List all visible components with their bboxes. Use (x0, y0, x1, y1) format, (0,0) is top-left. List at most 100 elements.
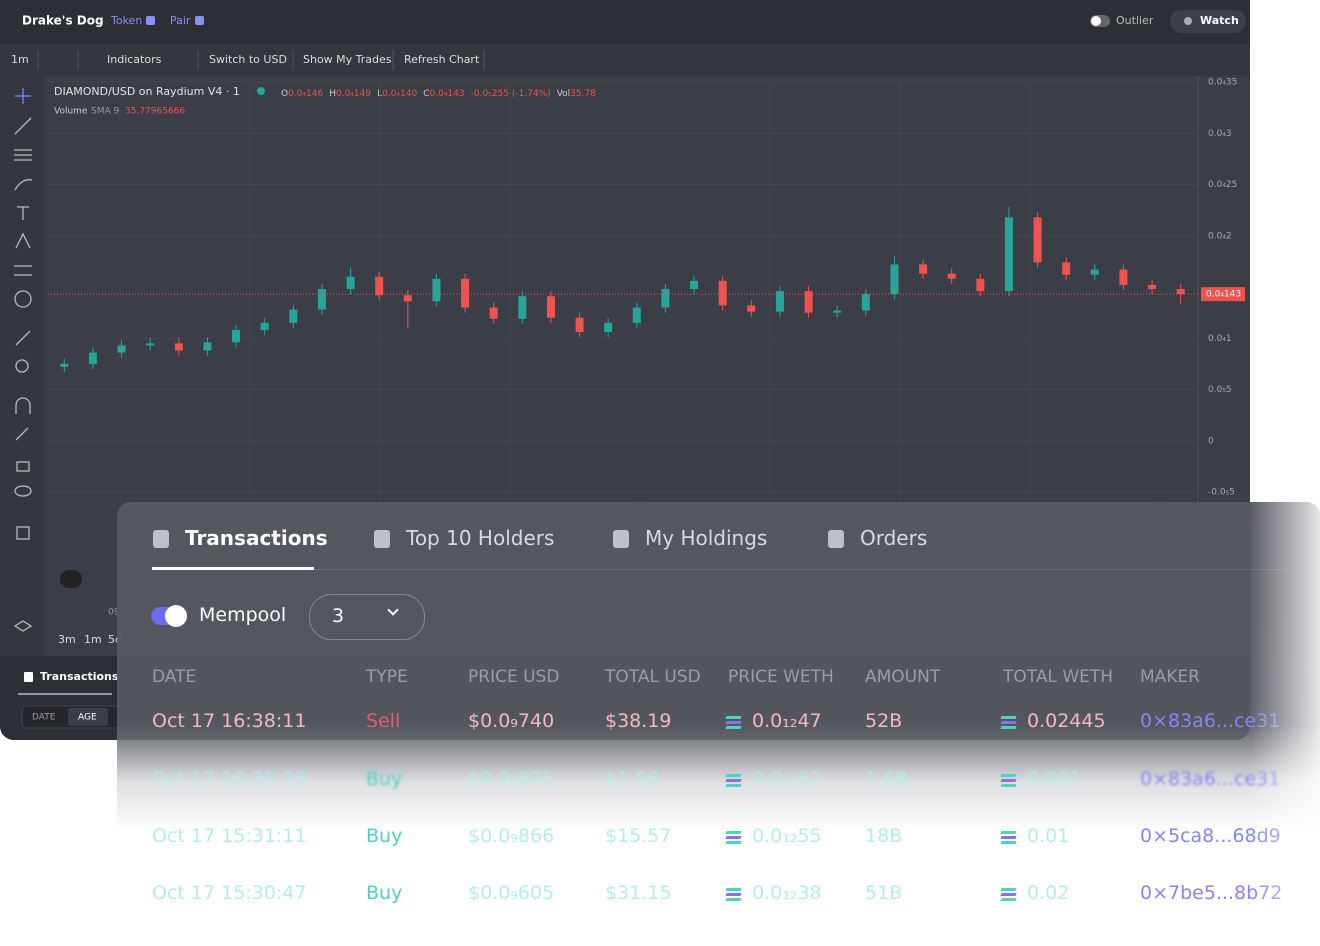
cell: Oct 17 15:30:47 (152, 882, 307, 904)
candle-body (1090, 269, 1099, 275)
range[interactable]: 3m (58, 633, 76, 646)
candle-body (861, 294, 870, 311)
pair-link[interactable]: Pair (170, 14, 191, 27)
mempool-select[interactable] (309, 594, 425, 640)
candle-body (661, 289, 670, 308)
tab-divider (152, 569, 1287, 570)
weth-icon (1000, 726, 1017, 729)
candle-body (1176, 289, 1185, 295)
weth-icon (725, 888, 742, 891)
show-trades[interactable]: Show My Trades (303, 53, 392, 66)
candle-body (947, 273, 956, 279)
copy-icon[interactable] (195, 16, 204, 25)
ohlc-key: C (423, 89, 429, 99)
candle-body (117, 345, 126, 353)
maker[interactable]: 0×83a6...ce31 (1140, 710, 1281, 732)
tab-icon (374, 530, 390, 548)
candle-body (518, 296, 527, 319)
cell: 0.001 (1027, 768, 1082, 790)
candle-body (346, 276, 355, 290)
weth-icon (1000, 784, 1017, 787)
outlier-label: Outlier (1116, 14, 1154, 27)
weth-icon (1000, 893, 1017, 896)
candle-body (976, 278, 985, 292)
watch-icon (1184, 17, 1192, 25)
candle-body (432, 278, 441, 302)
ohlc-key: H (329, 89, 336, 99)
cell: Sell (366, 710, 401, 732)
change: -0.0₅255 (-1.74%) (471, 89, 551, 99)
toggle-age[interactable]: AGE (78, 713, 97, 723)
cell: 1.6B (865, 768, 909, 790)
symbol: DIAMOND/USD on Raydium V4 · 1 (54, 85, 240, 98)
x-axis-label: 09 (108, 608, 120, 618)
column-header: TOTAL WETH (1003, 667, 1114, 687)
weth-icon (725, 784, 742, 787)
candle-body (1004, 217, 1013, 292)
cell: 0.0₁₂47 (752, 710, 822, 732)
cell: Oct 17 16:38:11 (152, 710, 307, 732)
weth-icon (725, 726, 742, 729)
tab[interactable]: Orders (860, 526, 928, 550)
cell: $38.19 (605, 710, 672, 732)
tab-underline (152, 567, 314, 570)
candle-body (890, 264, 899, 295)
column-header: PRICE USD (468, 667, 560, 687)
cell: $0.0₉605 (468, 882, 555, 904)
candle-body (718, 280, 727, 306)
edge-fade (1250, 502, 1320, 946)
cell: 52B (865, 710, 903, 732)
cell: $0.0₉866 (468, 825, 555, 847)
tab[interactable]: My Holdings (645, 526, 768, 550)
ohlc-value: 0.0₄140 (382, 89, 417, 99)
cell: 0.02445 (1027, 710, 1106, 732)
watch-label: Watch (1200, 14, 1239, 27)
cell: $1.56 (605, 768, 660, 790)
candle-body (174, 343, 183, 351)
interval[interactable]: 1m (11, 53, 29, 66)
weth-icon (725, 898, 742, 901)
maker[interactable]: 0×7be5...8b72 (1140, 882, 1283, 904)
cell: $0.0₉975 (468, 768, 555, 790)
tab[interactable]: Transactions (185, 526, 328, 550)
watch-button[interactable] (1170, 10, 1246, 33)
tab-icon (613, 530, 629, 548)
tv-logo (60, 570, 82, 588)
range[interactable]: 1m (84, 633, 102, 646)
column-header: TYPE (366, 667, 408, 687)
candle-body (804, 291, 813, 313)
cell: $0.0₉740 (468, 710, 555, 732)
candle-body (747, 305, 756, 312)
copy-icon[interactable] (146, 16, 155, 25)
toolbar-separators (37, 50, 485, 70)
cell: 0.01 (1027, 825, 1070, 847)
tab[interactable]: Top 10 Holders (406, 526, 555, 550)
indicators[interactable]: Indicators (107, 53, 162, 66)
candle-body (575, 317, 584, 333)
candle-body (632, 307, 641, 323)
cell: 0.0₁₂62 (752, 768, 822, 790)
candle-body (375, 276, 384, 296)
weth-icon (725, 779, 742, 782)
chart-legend: DIAMOND/USD on Raydium V4 · 1 O0.0₄146 H0… (54, 85, 596, 117)
candle-body (289, 309, 298, 323)
token-link[interactable]: Token (110, 14, 142, 27)
bottom-tab[interactable]: Transactions (40, 670, 119, 683)
cell: Buy (366, 825, 403, 847)
weth-icon (725, 721, 742, 724)
switch-usd[interactable]: Switch to USD (209, 53, 287, 66)
weth-icon (725, 716, 742, 719)
footer: 09 3m 1m 5d Transactions DATE AGE (18, 570, 122, 729)
candle-body (203, 342, 212, 351)
mempool-label: Mempool (199, 604, 287, 626)
refresh-chart[interactable]: Refresh Chart (404, 53, 480, 66)
select-value: 3 (332, 605, 345, 627)
candle-body (461, 278, 470, 308)
cell: Buy (366, 882, 403, 904)
weth-icon (1000, 898, 1017, 901)
cell: 0.0₁₂38 (752, 882, 822, 904)
toggle-date[interactable]: DATE (32, 713, 56, 723)
maker[interactable]: 0×83a6...ce31 (1140, 768, 1281, 790)
maker[interactable]: 0×5ca8...68d9 (1140, 825, 1281, 847)
column-header: MAKER (1140, 667, 1200, 687)
